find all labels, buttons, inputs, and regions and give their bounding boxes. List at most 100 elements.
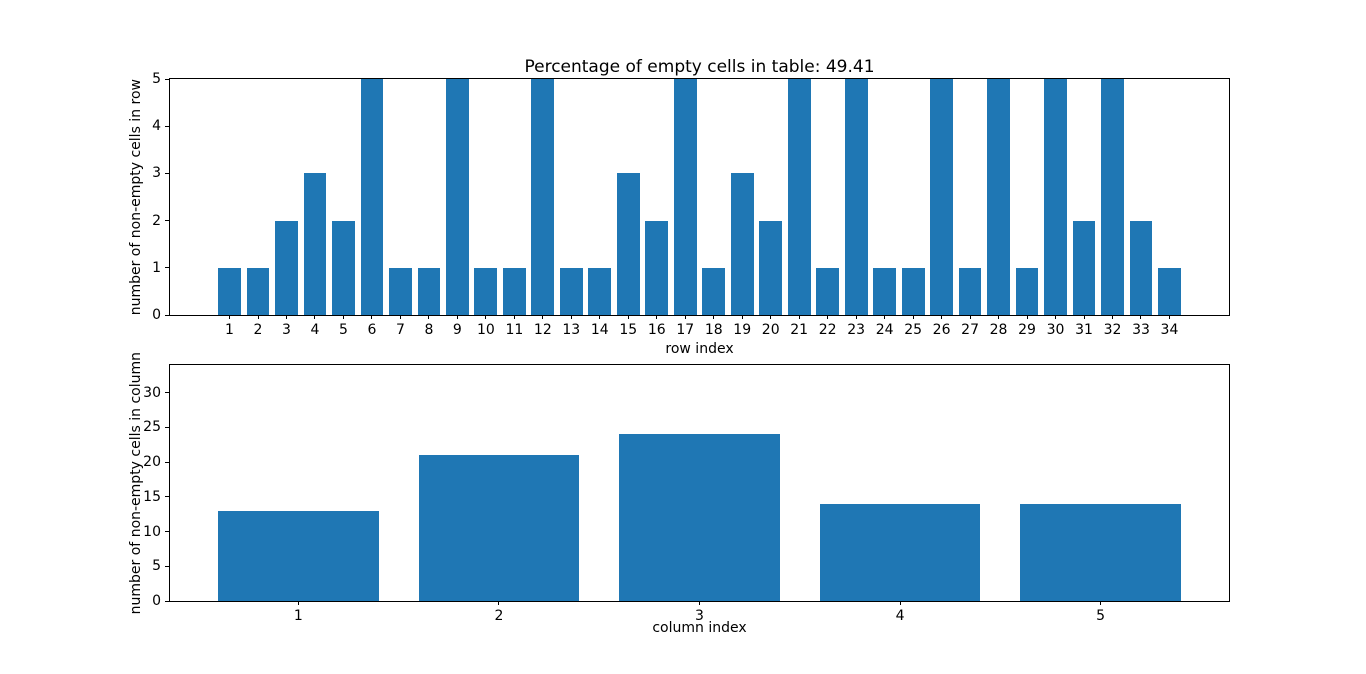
y-tick-label: 3 [152, 165, 161, 182]
column-chart-xlabel: column index [652, 620, 747, 636]
x-tick-label: 18 [704, 322, 723, 338]
y-tick-label: 15 [143, 488, 161, 505]
x-tick-label: 11 [505, 322, 524, 338]
row-chart-ylabel-text: number of non-empty cells in row [128, 78, 144, 316]
x-tick-label: 5 [1096, 608, 1106, 624]
y-tick-label: 5 [152, 71, 161, 87]
bar [360, 79, 384, 315]
bar [417, 267, 441, 315]
x-tick-mark [798, 315, 800, 319]
x-tick-label: 20 [761, 322, 780, 338]
x-tick-mark [314, 315, 316, 319]
x-tick-label: 33 [1132, 322, 1150, 338]
x-tick-mark [229, 315, 231, 319]
bar [730, 173, 754, 315]
bar [218, 510, 379, 601]
bar [1158, 267, 1181, 315]
x-tick-mark [684, 315, 686, 319]
x-tick-label: 22 [818, 322, 837, 338]
x-tick-mark [498, 601, 500, 605]
x-tick-mark [428, 315, 430, 319]
bar [474, 267, 498, 315]
column-chart-ylabel-text: number of non-empty cells in column [128, 351, 144, 615]
bar [502, 267, 526, 315]
bar [930, 79, 953, 315]
x-tick-label: 6 [367, 322, 377, 338]
bar [958, 267, 982, 315]
bar [418, 455, 580, 601]
x-tick-label: 34 [1160, 322, 1179, 338]
x-tick-mark [741, 315, 743, 319]
x-tick-mark [297, 601, 299, 605]
bar [1020, 503, 1181, 601]
x-tick-label: 3 [282, 322, 291, 338]
y-tick-mark [165, 426, 169, 428]
row-chart-xlabel: row index [665, 341, 734, 357]
chart-title: Percentage of empty cells in table: 49.4… [524, 57, 875, 77]
bar [645, 220, 669, 315]
x-tick-label: 25 [904, 322, 923, 338]
x-tick-label: 31 [1075, 322, 1093, 338]
y-tick-label: 20 [143, 454, 161, 471]
bar [616, 173, 640, 315]
x-tick-mark [656, 315, 658, 319]
x-tick-label: 12 [533, 322, 552, 338]
x-tick-label: 3 [695, 608, 704, 624]
bar [588, 267, 612, 315]
x-tick-mark [399, 315, 401, 319]
y-tick-label: 1 [152, 259, 161, 276]
y-tick-label: 5 [152, 558, 161, 575]
x-tick-label: 1 [293, 608, 303, 624]
x-tick-mark [998, 315, 1000, 319]
x-tick-label: 14 [590, 322, 609, 338]
bar [1101, 79, 1124, 315]
x-tick-mark [542, 315, 544, 319]
x-tick-label: 28 [989, 322, 1008, 338]
x-tick-mark [627, 315, 629, 319]
x-tick-mark [713, 315, 715, 319]
y-tick-mark [165, 600, 169, 602]
y-tick-label: 10 [143, 523, 161, 540]
bar [901, 267, 925, 315]
bar [1129, 220, 1153, 315]
y-tick-label: 0 [152, 307, 161, 323]
y-tick-mark [165, 172, 169, 174]
x-tick-mark [1055, 315, 1057, 319]
bar [819, 503, 981, 601]
x-tick-label: 16 [647, 322, 666, 338]
row-chart-ylabel: number of non-empty cells in row [126, 78, 146, 316]
y-tick-label: 0 [152, 593, 161, 609]
x-tick-label: 24 [875, 322, 894, 338]
x-tick-mark [941, 315, 943, 319]
bar [702, 267, 726, 315]
bar [673, 79, 697, 315]
bar [816, 267, 840, 315]
y-tick-label: 30 [143, 384, 161, 401]
bar [303, 173, 327, 315]
column-chart-axes: 1 2 3 4 5 0 5 10 15 20 25 30 [143, 364, 1230, 624]
x-tick-mark [1026, 315, 1028, 319]
y-tick-mark [165, 125, 169, 127]
y-tick-mark [165, 267, 169, 269]
x-tick-label: 19 [733, 322, 752, 338]
y-tick-mark [165, 565, 169, 567]
x-tick-label: 10 [476, 322, 495, 338]
bar [218, 267, 241, 315]
x-tick-label: 32 [1103, 322, 1122, 338]
y-tick-mark [165, 496, 169, 498]
x-tick-label: 29 [1018, 322, 1036, 338]
x-tick-label: 7 [395, 322, 405, 338]
bar [987, 79, 1010, 315]
x-tick-label: 1 [225, 322, 234, 338]
x-tick-mark [884, 315, 886, 319]
y-tick-mark [165, 78, 169, 80]
row-chart-axes: 1 2 3 4 5 6 7 8 9 10 11 12 13 14 15 16 17 18 19 20 21 22 23 24 2… [152, 71, 1230, 338]
bar [844, 79, 868, 315]
x-tick-label: 21 [790, 322, 809, 338]
x-tick-mark [699, 601, 700, 605]
bar [275, 220, 298, 315]
x-tick-label: 17 [676, 322, 695, 338]
y-tick-mark [165, 461, 169, 463]
x-tick-mark [371, 315, 373, 319]
bar [389, 267, 412, 315]
